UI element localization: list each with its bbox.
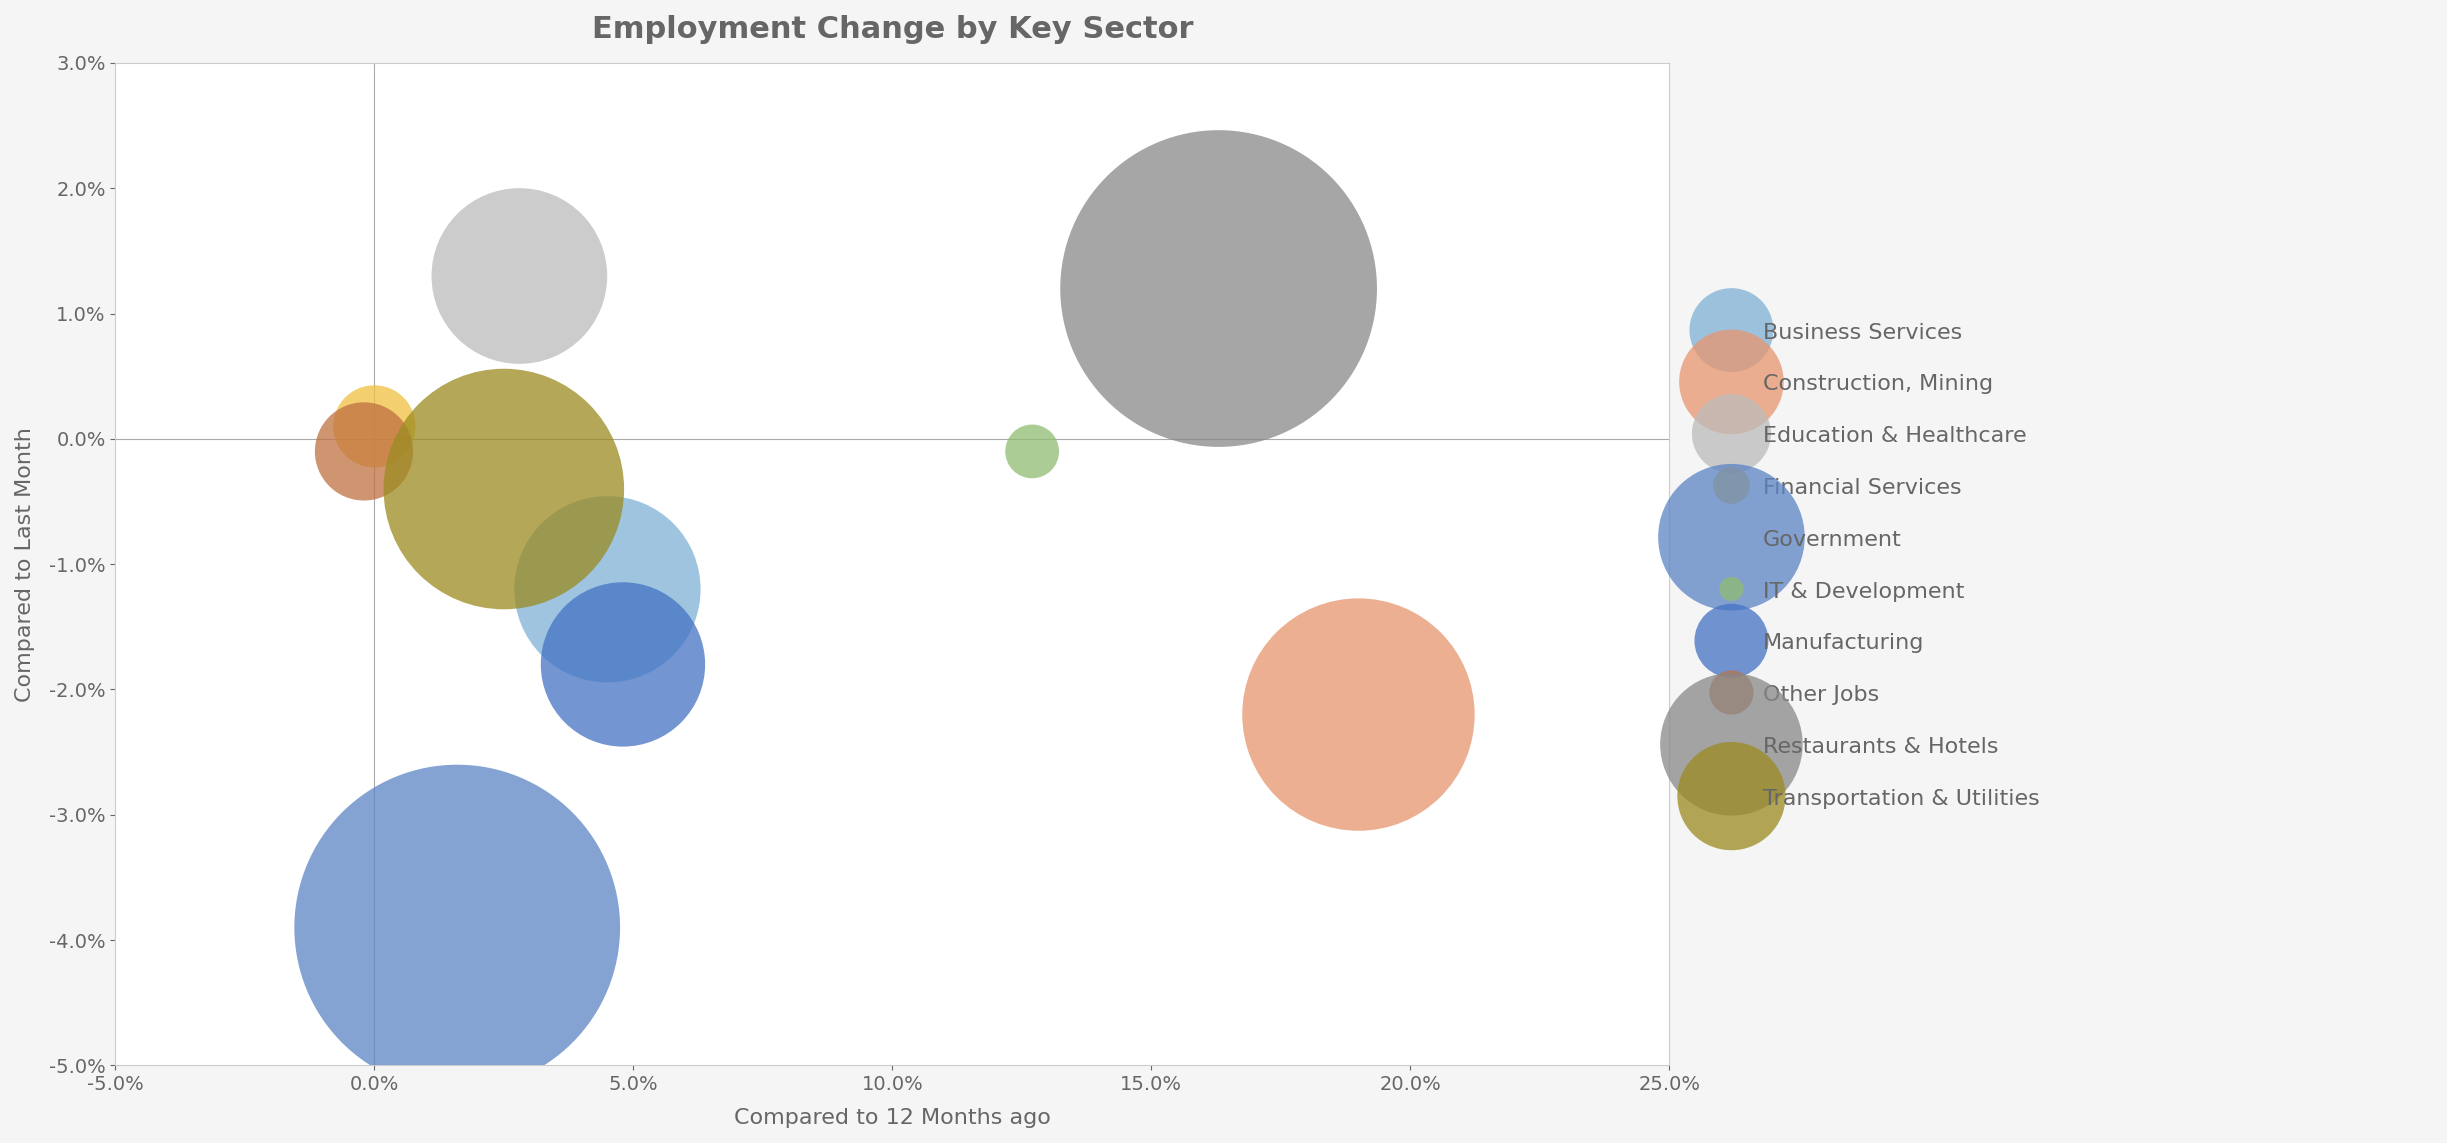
Title: Employment Change by Key Sector: Employment Change by Key Sector <box>592 15 1194 43</box>
Business Services <box>587 581 626 599</box>
Education & Healthcare <box>499 266 538 285</box>
Legend: Business Services, Construction, Mining, Education & Healthcare, Financial Servi: Business Services, Construction, Mining,… <box>1696 297 2060 831</box>
Financial Services <box>355 417 394 435</box>
IT & Development <box>1013 442 1052 461</box>
Restaurants & Hotels <box>1199 279 1238 297</box>
Transportation & Utilities <box>485 480 524 498</box>
Construction, Mining <box>1339 705 1378 724</box>
X-axis label: Compared to 12 Months ago: Compared to 12 Months ago <box>734 1108 1050 1128</box>
Y-axis label: Compared to Last Month: Compared to Last Month <box>15 426 34 702</box>
Other Jobs <box>345 442 384 461</box>
Manufacturing <box>604 655 644 673</box>
Government <box>438 919 477 937</box>
